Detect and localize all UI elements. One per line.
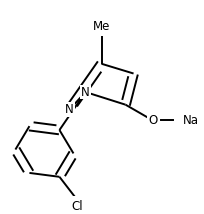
- Text: Me: Me: [93, 19, 110, 33]
- Text: N: N: [65, 103, 74, 116]
- Text: O: O: [148, 114, 157, 127]
- Text: Cl: Cl: [72, 200, 83, 213]
- Text: Na: Na: [183, 114, 199, 127]
- Text: N: N: [81, 86, 90, 98]
